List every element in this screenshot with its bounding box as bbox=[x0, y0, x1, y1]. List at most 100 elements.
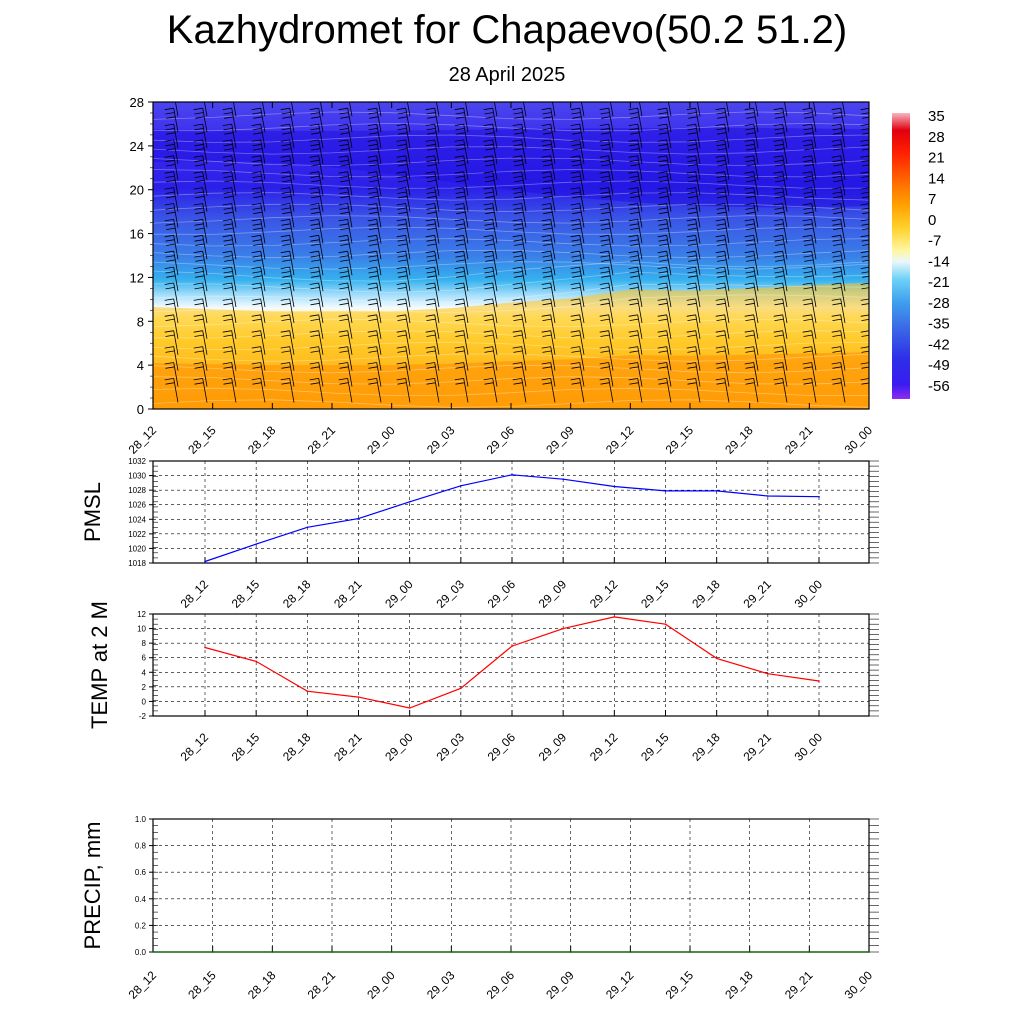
wind-barb bbox=[427, 102, 440, 117]
wind-barb bbox=[802, 123, 817, 149]
wind-barb bbox=[222, 346, 237, 371]
y-tick-label: 0 bbox=[137, 402, 144, 417]
wind-barb bbox=[338, 203, 353, 228]
wind-barb bbox=[166, 102, 179, 117]
x-tick-label: 29_12 bbox=[603, 968, 637, 1002]
wind-barb bbox=[251, 282, 266, 308]
wind-barb bbox=[396, 378, 411, 403]
wind-barb bbox=[657, 155, 672, 180]
wind-barb bbox=[251, 187, 266, 212]
temp2m-data-point bbox=[562, 627, 564, 630]
wind-barb bbox=[309, 250, 324, 276]
x-tick-label: 29_15 bbox=[638, 577, 672, 611]
wind-barb bbox=[541, 123, 556, 149]
wind-barb bbox=[338, 171, 353, 196]
wind-barb bbox=[483, 282, 498, 308]
wind-barb bbox=[253, 102, 266, 117]
wind-barb bbox=[222, 234, 237, 260]
wind-barb bbox=[193, 362, 208, 387]
wind-barb bbox=[773, 314, 788, 339]
precip-data-point bbox=[390, 951, 393, 953]
x-tick-label: 30_00 bbox=[792, 577, 826, 611]
pmsl-data-point bbox=[613, 485, 616, 488]
y-tick-label: 1.0 bbox=[135, 815, 147, 824]
wind-barb bbox=[456, 102, 469, 117]
wind-barb bbox=[454, 330, 469, 355]
wind-barb bbox=[164, 298, 179, 323]
wind-barb bbox=[280, 362, 295, 387]
wind-barb bbox=[251, 250, 266, 276]
wind-barb bbox=[280, 330, 295, 355]
wind-barb bbox=[570, 250, 585, 276]
wind-barb bbox=[483, 234, 498, 260]
wind-barb bbox=[543, 102, 556, 117]
wind-barb bbox=[251, 203, 266, 228]
wind-barb bbox=[628, 362, 643, 387]
wind-barb bbox=[686, 234, 701, 260]
y-tick-label: 0.0 bbox=[135, 948, 147, 957]
y-tick-label: 8 bbox=[142, 639, 147, 648]
page-title: Kazhydromet for Chapaevo(50.2 51.2) bbox=[166, 8, 848, 52]
wind-barb bbox=[744, 378, 759, 403]
x-tick-label: 29_12 bbox=[603, 423, 637, 457]
isotherm-contour bbox=[153, 364, 869, 374]
wind-barb bbox=[164, 362, 179, 387]
wind-barb bbox=[164, 314, 179, 339]
wind-barb bbox=[860, 203, 869, 215]
wind-barb bbox=[222, 250, 237, 276]
wind-barb bbox=[425, 171, 440, 196]
wind-barb bbox=[222, 298, 237, 323]
wind-barb bbox=[369, 102, 382, 117]
wind-barb bbox=[280, 266, 295, 292]
wind-barb bbox=[657, 234, 672, 260]
y-tick-label: -2 bbox=[139, 712, 147, 721]
wind-barb bbox=[628, 123, 643, 149]
temp2m-data-point bbox=[357, 696, 360, 698]
wind-barb bbox=[628, 234, 643, 260]
wind-barb bbox=[309, 187, 324, 212]
wind-barb bbox=[512, 378, 527, 403]
isotherm-contour bbox=[153, 238, 869, 247]
wind-barb bbox=[367, 266, 382, 292]
wind-barb bbox=[425, 346, 440, 371]
y-tick-label: 28 bbox=[130, 95, 144, 110]
wind-barb bbox=[860, 314, 869, 321]
wind-barb bbox=[425, 234, 440, 260]
wind-barb bbox=[802, 107, 817, 133]
wind-barb bbox=[659, 102, 672, 117]
wind-barb bbox=[193, 314, 208, 339]
wind-barb bbox=[541, 139, 556, 164]
wind-barb bbox=[338, 282, 353, 308]
wind-barb bbox=[686, 314, 701, 339]
wind-barb bbox=[686, 107, 701, 133]
wind-barb bbox=[396, 171, 411, 196]
wind-barb bbox=[396, 330, 411, 355]
wind-barb bbox=[657, 378, 672, 403]
wind-barb bbox=[804, 102, 817, 117]
wind-barb bbox=[251, 330, 266, 355]
wind-barb bbox=[686, 203, 701, 228]
x-tick-label: 29_21 bbox=[740, 577, 774, 611]
wind-barb bbox=[309, 234, 324, 260]
wind-barb bbox=[686, 171, 701, 196]
wind-barb bbox=[715, 250, 730, 276]
wind-barb bbox=[802, 266, 817, 292]
wind-barb bbox=[514, 102, 527, 117]
wind-barb bbox=[541, 314, 556, 339]
wind-barb bbox=[222, 203, 237, 228]
wind-barb bbox=[773, 378, 788, 403]
wind-barb bbox=[425, 282, 440, 308]
page-subtitle: 28 April 2025 bbox=[448, 64, 566, 86]
wind-barb bbox=[572, 102, 585, 117]
x-tick-label: 30_00 bbox=[842, 423, 876, 457]
wind-barb bbox=[367, 123, 382, 149]
wind-barb bbox=[773, 250, 788, 276]
wind-barb bbox=[599, 330, 614, 355]
x-tick-label: 29_06 bbox=[485, 730, 519, 764]
y-tick-label: 1026 bbox=[128, 501, 146, 510]
wind-barb bbox=[599, 282, 614, 308]
wind-barb bbox=[251, 171, 266, 196]
wind-barb bbox=[657, 314, 672, 339]
x-tick-label: 29_00 bbox=[364, 968, 398, 1002]
isotherm-contour bbox=[153, 283, 869, 303]
